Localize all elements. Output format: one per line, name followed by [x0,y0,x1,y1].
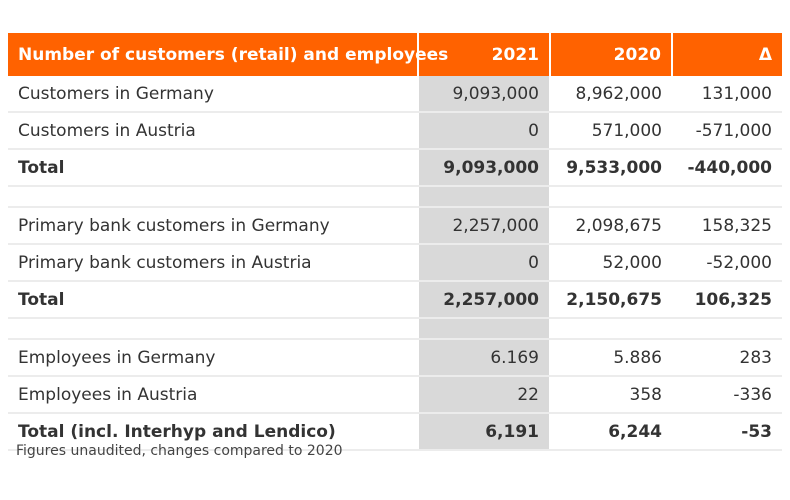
spacer-row [8,186,782,208]
row-label: Customers in Germany [8,76,418,113]
value-2020: 2,098,675 [550,207,672,245]
header-2021: 2021 [418,33,551,76]
value-2020: 9,533,000 [550,149,672,187]
table-row: Customers in Germany 9,093,000 8,962,000… [8,76,782,113]
value-2021: 6,191 [417,413,551,451]
row-label: Primary bank customers in Austria [8,244,418,282]
header-2020: 2020 [550,33,673,76]
table-row: Employees in Austria 22 358 -336 [8,376,782,414]
table-header-row: Number of customers (retail) and employe… [8,33,782,76]
value-delta: 158,325 [672,207,782,245]
value-2021: 9,093,000 [417,149,551,187]
total-row: Total 2,257,000 2,150,675 106,325 [8,281,782,319]
row-label: Customers in Austria [8,112,418,150]
table-row: Primary bank customers in Austria 0 52,0… [8,244,782,282]
value-2021: 2,257,000 [417,281,551,319]
header-delta: Δ [672,33,782,76]
total-row: Total (incl. Interhyp and Lendico) 6,191… [8,413,782,451]
value-delta: -53 [672,413,782,451]
value-2021: 0 [417,244,551,282]
table-row: Primary bank customers in Germany 2,257,… [8,207,782,245]
table-row: Customers in Austria 0 571,000 -571,000 [8,112,782,150]
spacer-row [8,318,782,340]
total-row: Total 9,093,000 9,533,000 -440,000 [8,149,782,187]
value-2021: 22 [417,376,551,414]
table-row: Employees in Germany 6.169 5.886 283 [8,339,782,377]
customers-employees-table: Number of customers (retail) and employe… [8,33,782,451]
value-delta: -571,000 [672,112,782,150]
value-2020: 2,150,675 [550,281,672,319]
row-label: Employees in Austria [8,376,418,414]
row-label: Total (incl. Interhyp and Lendico) [8,413,418,451]
value-delta: 131,000 [672,76,782,113]
value-delta: -52,000 [672,244,782,282]
value-delta: 106,325 [672,281,782,319]
value-2021: 6.169 [417,339,551,377]
value-2020: 6,244 [550,413,672,451]
row-label: Employees in Germany [8,339,418,377]
value-2021: 9,093,000 [417,76,551,113]
row-label: Primary bank customers in Germany [8,207,418,245]
value-2020: 52,000 [550,244,672,282]
value-2020: 571,000 [550,112,672,150]
value-2020: 358 [550,376,672,414]
value-delta: -440,000 [672,149,782,187]
value-2020: 5.886 [550,339,672,377]
value-2021: 0 [417,112,551,150]
value-2021: 2,257,000 [417,207,551,245]
row-label: Total [8,149,418,187]
value-delta: -336 [672,376,782,414]
row-label: Total [8,281,418,319]
footnote: Figures unaudited, changes compared to 2… [16,443,343,459]
value-2020: 8,962,000 [550,76,672,113]
value-delta: 283 [672,339,782,377]
header-label: Number of customers (retail) and employe… [8,33,448,76]
